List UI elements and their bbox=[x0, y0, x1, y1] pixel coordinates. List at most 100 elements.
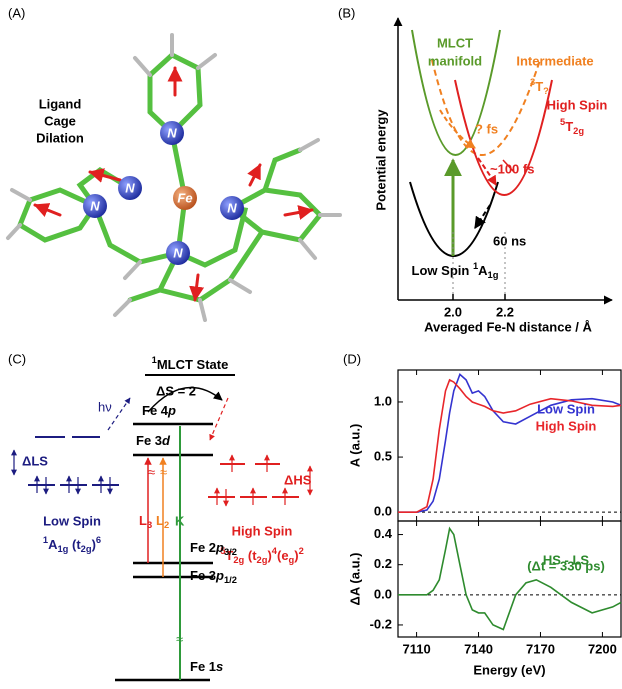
state-label: Intermediate bbox=[516, 53, 593, 68]
edge-label: L3 bbox=[139, 513, 152, 530]
nitrogen-atom bbox=[118, 176, 142, 200]
text-part: 5 bbox=[220, 546, 225, 556]
text-part: T bbox=[535, 79, 543, 94]
nitrogen-atom bbox=[166, 241, 190, 265]
state-config: 5T2g (t2g)4(eg)2 bbox=[220, 546, 304, 565]
text-part: A bbox=[48, 537, 58, 552]
y-tick-label: 0.5 bbox=[374, 449, 392, 464]
time-label: ~100 fs bbox=[490, 161, 534, 176]
data-line bbox=[398, 378, 622, 513]
text-part: 3/2 bbox=[224, 547, 237, 557]
panel-label: (D) bbox=[343, 351, 361, 366]
legend-label: High Spin bbox=[536, 418, 597, 433]
gap-label: ΔHS bbox=[284, 472, 312, 487]
state-config: 1A1g (t2g)6 bbox=[43, 535, 101, 554]
text-part: 1 bbox=[152, 355, 157, 365]
panel-label: (A) bbox=[8, 5, 25, 20]
text-part: 1/2 bbox=[224, 575, 237, 585]
text-part: 2 bbox=[164, 520, 169, 530]
caption: Ligand bbox=[39, 96, 82, 111]
text-part: Fe 2 bbox=[190, 540, 216, 555]
text-part: ) bbox=[92, 537, 96, 552]
text-part: ? bbox=[543, 86, 549, 96]
x-tick-label: 7110 bbox=[402, 641, 430, 656]
text-part: T bbox=[565, 119, 573, 134]
y-tick-label: 0.4 bbox=[374, 526, 393, 541]
level-label: Fe 3p1/2 bbox=[190, 568, 237, 585]
x-axis-label: Averaged Fe-N distance / Å bbox=[424, 319, 592, 334]
y-tick-label: 0.2 bbox=[374, 556, 392, 571]
state-label: MLCT bbox=[437, 35, 473, 50]
time-label: ? fs bbox=[475, 121, 498, 136]
panel-label: (B) bbox=[338, 5, 355, 20]
state-label: High Spin bbox=[547, 97, 608, 112]
state-label: Low Spin 1A1g bbox=[412, 261, 499, 280]
text-part: Fe 4 bbox=[142, 403, 169, 418]
transition-label: ΔS = 2 bbox=[156, 383, 196, 398]
text-part: 6 bbox=[96, 535, 101, 545]
text-part: g bbox=[289, 555, 295, 565]
text-part: s bbox=[216, 659, 223, 674]
text-part: L bbox=[156, 513, 164, 528]
text-part: 3 bbox=[530, 77, 535, 87]
data-line bbox=[398, 373, 622, 513]
x-axis-label: Energy (eV) bbox=[473, 662, 545, 677]
x-tick-label: 7140 bbox=[464, 641, 493, 656]
level-label: Fe 1s bbox=[190, 659, 223, 674]
text-part: 1g bbox=[57, 544, 68, 554]
text-part: p bbox=[167, 403, 176, 418]
annotation: (Δt = 330 ps) bbox=[527, 558, 605, 573]
y-tick-label: -0.2 bbox=[370, 616, 392, 631]
x-tick-label: 7170 bbox=[526, 641, 555, 656]
edge-label: L2 bbox=[156, 513, 169, 530]
text-part: d bbox=[162, 433, 171, 448]
text-part: 5 bbox=[560, 117, 565, 127]
atom-label: N bbox=[173, 245, 183, 260]
y-axis-label: Potential energy bbox=[373, 109, 388, 211]
atom-label: N bbox=[227, 200, 237, 215]
y-tick-label: 0.0 bbox=[374, 504, 392, 519]
edge-label: K bbox=[175, 513, 185, 528]
nitrogen-atom bbox=[160, 121, 184, 145]
molecule bbox=[6, 33, 342, 322]
plot-frame bbox=[397, 520, 622, 638]
x-tick-label: 7200 bbox=[588, 641, 617, 656]
level-diagram: ≈ ≈ ≈ bbox=[11, 374, 313, 682]
y-axis-label: A (a.u.) bbox=[347, 424, 362, 468]
break-mark: ≈ bbox=[176, 631, 183, 646]
x-tick-label: 2.2 bbox=[496, 304, 514, 319]
y-tick-label: 0.0 bbox=[374, 586, 392, 601]
state-label: 3T? bbox=[530, 77, 549, 96]
break-mark: ≈ bbox=[148, 464, 155, 479]
atom-label: N bbox=[167, 125, 177, 140]
text-part: 4 bbox=[272, 546, 278, 556]
text-part: ) bbox=[294, 548, 298, 563]
atom-label: N bbox=[90, 198, 100, 213]
atom-label: Fe bbox=[177, 190, 192, 205]
text-part: MLCT State bbox=[157, 357, 229, 372]
text-part: 2g bbox=[257, 555, 268, 565]
panel-label: (C) bbox=[8, 351, 26, 366]
text-part: T bbox=[225, 548, 233, 563]
level-label: Fe 2p3/2 bbox=[190, 540, 237, 557]
caption: Cage bbox=[44, 113, 76, 128]
text-part: ) bbox=[267, 548, 271, 563]
level-label: 1MLCT State bbox=[152, 355, 229, 372]
nitrogen-atom bbox=[220, 196, 244, 220]
state-label: 5T2g bbox=[560, 117, 584, 136]
plot-frame bbox=[397, 369, 622, 522]
text-part: 2g bbox=[573, 126, 584, 136]
y-axis-label: ΔA (a.u.) bbox=[347, 553, 362, 606]
time-label: 60 ns bbox=[493, 233, 526, 248]
text-part: A bbox=[478, 263, 488, 278]
state-label: Low Spin bbox=[43, 513, 101, 528]
break-mark: ≈ bbox=[160, 464, 167, 479]
text-part: 1 bbox=[43, 535, 48, 545]
text-part: (t bbox=[68, 537, 81, 552]
text-part: 1g bbox=[488, 270, 499, 280]
text-part: 2g bbox=[81, 544, 92, 554]
y-tick-label: 1.0 bbox=[374, 393, 392, 408]
gap-label: ΔLS bbox=[22, 453, 48, 468]
text-part: Fe 1 bbox=[190, 659, 216, 674]
